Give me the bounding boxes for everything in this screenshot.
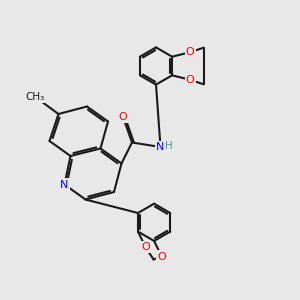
Text: O: O (186, 47, 194, 57)
Text: N: N (60, 179, 69, 190)
Text: O: O (141, 242, 150, 252)
Text: CH₃: CH₃ (25, 92, 44, 103)
Text: N: N (156, 142, 165, 152)
Text: O: O (186, 75, 194, 85)
Text: O: O (157, 251, 166, 262)
Text: O: O (118, 112, 127, 122)
Text: H: H (165, 140, 173, 151)
